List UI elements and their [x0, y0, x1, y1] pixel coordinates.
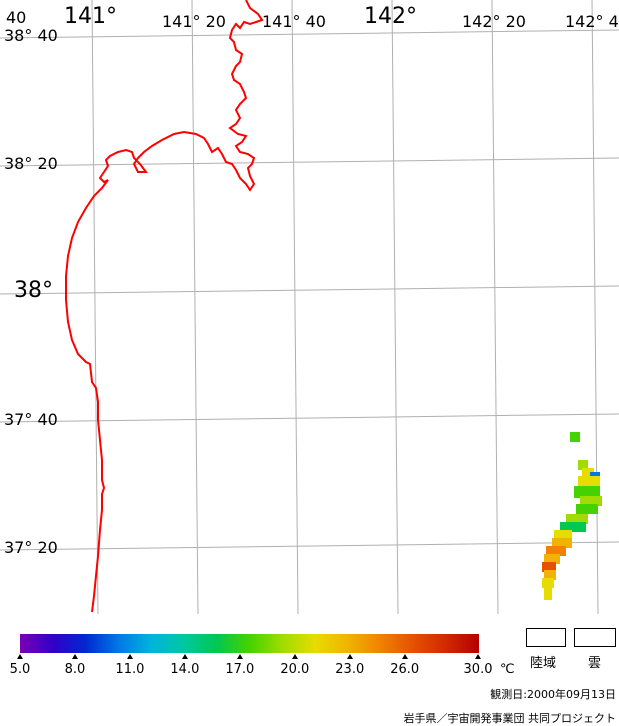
colorbar-tickmark-3 [181, 654, 188, 659]
colorbar-tick-4: 17.0 [225, 662, 255, 677]
colorbar-tick-7: 26.0 [390, 662, 420, 677]
colorbar-tick-8: 30.0 [463, 662, 493, 677]
parallel-line-0 [0, 29, 619, 39]
lon-label-1: 141° 20 [161, 12, 226, 31]
colorbar-tickmark-6 [346, 654, 353, 659]
meridian-line-0 [91, 0, 99, 615]
lat-label-1: 38° 20 [4, 154, 58, 174]
colorbar-tick-1: 8.0 [64, 662, 86, 677]
meridian-line-4 [491, 0, 499, 615]
lat-label-4: 37° 20 [4, 538, 58, 558]
colorbar-tick-6: 23.0 [335, 662, 365, 677]
corner-label: 40 [6, 8, 27, 27]
observation-date: 観測日:2000年09月13日 [490, 688, 616, 701]
lon-label-2: 141° 40 [262, 12, 326, 31]
coastline [65, 0, 264, 613]
colorbar-tickmark-8 [475, 654, 481, 659]
meridian-line-2 [291, 0, 299, 615]
colorbar-tickmark-1 [71, 654, 78, 659]
colorbar-tickmark-4 [236, 654, 243, 659]
sea-surface-temperature-cluster [542, 432, 602, 600]
colorbar-tick-0: 5.0 [9, 662, 31, 677]
colorbar-tickmark-5 [291, 654, 298, 659]
lon-label-5: 142° 4 [565, 12, 619, 31]
lon-label-0: 141° [64, 4, 117, 29]
lat-label-3: 37° 40 [4, 410, 58, 429]
cloud-label: 雲 [588, 656, 602, 671]
meridian-line-5 [591, 0, 599, 615]
lon-label-3: 142° [364, 4, 417, 29]
parallel-line-1 [0, 157, 619, 167]
lat-label-0: 38° 40 [4, 26, 58, 45]
colorbar-tick-2: 11.0 [115, 662, 145, 677]
colorbar-tickmark-0 [17, 654, 23, 659]
colorbar-tick-3: 14.0 [170, 662, 200, 677]
parallel-line-3 [0, 413, 619, 423]
parallel-line-2 [0, 285, 619, 295]
colorbar-tickmark-2 [126, 654, 133, 659]
lat-lon-grid [0, 0, 619, 615]
colorbar-tick-5: 20.0 [280, 662, 310, 677]
lat-label-2: 38° [14, 278, 53, 303]
meridian-line-1 [191, 0, 199, 615]
colorbar-tickmark-7 [401, 654, 408, 659]
parallel-line-4 [0, 541, 619, 551]
lon-label-4: 142° 20 [461, 12, 526, 31]
unit-label: ℃ [500, 662, 515, 677]
cloud-swatch [574, 628, 616, 647]
meridian-line-3 [391, 0, 399, 615]
temperature-colorbar [20, 634, 479, 653]
land-label: 陸域 [530, 656, 557, 671]
sst-map [0, 0, 619, 615]
project-credit: 岩手県／宇宙開発事業団 共同プロジェクト [403, 712, 617, 725]
land-swatch [526, 628, 566, 647]
